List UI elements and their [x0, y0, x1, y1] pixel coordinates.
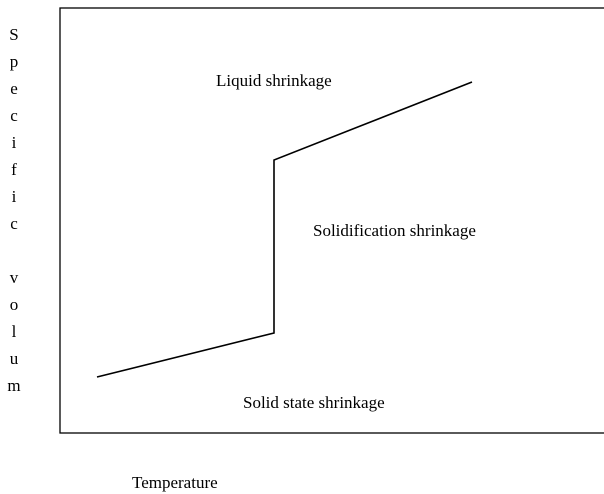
- solidification-label: Solidification shrinkage: [313, 221, 476, 240]
- liquid-label: Liquid shrinkage: [216, 71, 332, 90]
- x-axis-label: Temperature: [132, 473, 218, 492]
- solid-label: Solid state shrinkage: [243, 393, 385, 412]
- volume-curve: [96, 81, 473, 378]
- plot-frame: [59, 7, 604, 434]
